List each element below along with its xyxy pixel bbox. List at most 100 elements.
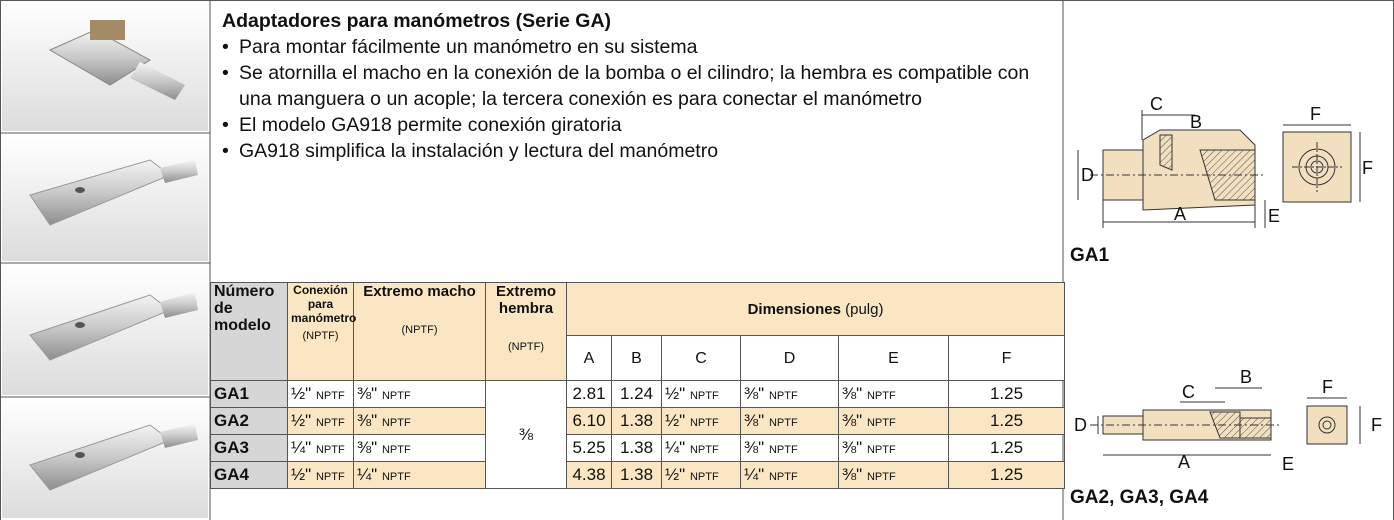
size: ⅜" [842,384,863,403]
dimension-letter: E [838,335,949,381]
size: ⅜" [357,438,378,457]
thread: NPTF [768,417,798,429]
cell: ⅜" NPTF [353,380,486,408]
header-cell: Conexión para manómetro (NPTF) [287,282,357,381]
row: GA1 ½" NPTF ⅜" NPTF ⅜ 2.81 1.24 ½" NPTF ⅜" NPTF… [210,380,1066,489]
part-image [29,159,198,226]
cell: ½" NPTF [287,407,354,435]
cell: ⅜" NPTF [353,434,486,462]
table-body: GA1 ½" NPTF ⅜" NPTF ⅜ 2.81 1.24 ½" NPTF ⅜" NPTF… [210,380,1066,489]
size: ½" [665,465,686,484]
thread: NPTF [381,444,411,456]
model-cell: GA4 [210,461,288,489]
cell: 1.38 [611,434,662,462]
dim-label: B [1240,367,1252,387]
dim-label: A [1174,204,1186,224]
header-unit: (NPTF) [302,330,339,342]
header-unit: (NPTF) [507,341,545,353]
cell: 1.25 [947,380,1066,408]
part-image [29,292,198,361]
thread: NPTF [768,471,798,483]
thread: NPTF [315,444,345,456]
cell: ½" NPTF [287,380,354,408]
bullet: GA918 simplifica la instalación y lectur… [222,138,1052,164]
cell: ⅜" NPTF [740,407,839,435]
cell: ⅜" NPTF [838,380,949,408]
dimension-letter: A [566,335,612,381]
product-photos [2,2,208,518]
header-cell: Número de modelo [210,282,288,381]
header-unit: (pulg) [845,300,884,318]
drawing-ga1-labels: C B F D F A E GA1 [1070,94,1373,266]
model-cell: GA2 [210,407,288,435]
thread: NPTF [689,417,719,429]
cell: 1.24 [611,380,662,408]
drawing-caption: GA2, GA3, GA4 [1070,487,1209,508]
dimension-letter: D [740,335,839,381]
intro: Adaptadores para manómetros (Serie GA) P… [222,8,1052,164]
cell: 6.10 [566,407,612,435]
cell: ½" NPTF [287,461,354,489]
title: Adaptadores para manómetros (Serie GA) [222,10,612,32]
cell: ¼" NPTF [740,461,839,489]
thread: NPTF [381,471,411,483]
dim-label: C [1150,94,1163,114]
thread: NPTF [689,444,719,456]
dim-label: C [1182,382,1195,402]
cell: ½" NPTF [661,380,741,408]
header-cell: Extremo macho (NPTF) [353,282,486,381]
cell: ⅜" NPTF [838,434,949,462]
thread: NPTF [866,390,896,402]
dim-label: E [1282,454,1294,474]
model-cell: GA3 [210,434,288,462]
cell: ¼" NPTF [661,434,741,462]
part-image [29,424,198,491]
cell: ½" NPTF [661,461,741,489]
cell: 4.38 [566,461,612,489]
header-text: Dimensiones [747,300,841,318]
dimension-letter: B [611,335,662,381]
bullet: Para montar fácilmente un manómetro en s… [222,34,1052,60]
model-cell: GA1 [210,380,288,408]
header-text: Extremo hembra [495,283,557,317]
dim-label: B [1190,112,1202,132]
thread: NPTF [866,444,896,456]
thread: NPTF [315,471,345,483]
size: ½" [291,384,312,403]
dim-label: F [1322,377,1333,397]
thread: NPTF [381,390,411,402]
header-text: Extremo macho [363,283,476,300]
row: GA4 ½" NPTF ¼" NPTF 4.38 1.38 ½" NPTF ¼" NPTF ⅜… [210,461,1066,489]
thread: NPTF [315,417,345,429]
thread: NPTF [866,471,896,483]
size: ⅜" [842,411,863,430]
size: ½" [291,465,312,484]
dimension-letter: F [947,335,1066,381]
header-cell: Extremo hembra (NPTF) [485,282,567,381]
header-cell: Dimensiones (pulg) [565,282,1066,336]
size: ⅜" [744,438,765,457]
part-image [48,20,185,100]
drawing-ga1 [1077,110,1361,228]
dim-label: F [1371,415,1382,435]
bullet: Se atornilla el macho en la conexión de … [222,60,1052,112]
cell: 1.25 [947,434,1066,462]
size: ½" [665,384,686,403]
thread: NPTF [768,444,798,456]
cell: 1.38 [611,407,662,435]
cell: ¼" NPTF [287,434,354,462]
dim-label: F [1310,104,1321,124]
size: ¼" [291,438,312,457]
size: ¼" [744,465,765,484]
cell: 1.25 [947,461,1066,489]
drawing-ga2 [1090,387,1361,456]
cell: ⅜" NPTF [740,434,839,462]
size: ⅜" [744,411,765,430]
cell: 5.25 [566,434,612,462]
size: ½" [665,411,686,430]
header-text: Conexión para manómetro [291,283,357,325]
cell: ⅜" NPTF [838,461,949,489]
